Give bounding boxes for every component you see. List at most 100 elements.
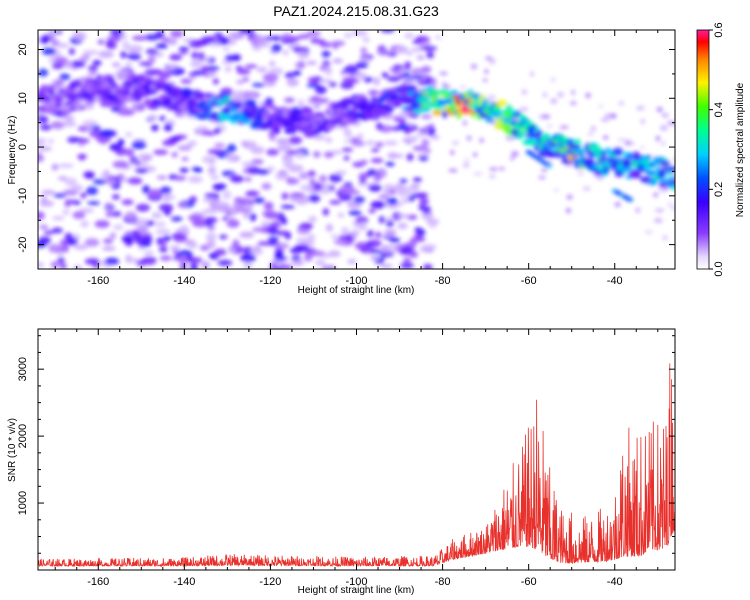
colorbar-ticks: 0.0 0.2 0.4 0.6 (709, 22, 725, 277)
spectrogram-cell (188, 214, 203, 222)
spectrogram-cell (50, 40, 60, 45)
spectrogram-cell (355, 61, 369, 69)
spectrogram-cell (121, 234, 134, 243)
spectrogram-cell (281, 192, 289, 200)
spectrogram-cell (275, 138, 290, 145)
spectrogram-cell (213, 127, 222, 134)
spectrogram-cell (324, 265, 332, 269)
spectrogram-cell (188, 39, 204, 49)
spectrogram-cell (39, 124, 52, 131)
spectrogram-cell (161, 37, 171, 42)
spectrogram-cell (59, 107, 72, 116)
spectrogram-cell (50, 120, 65, 130)
spectrogram-cell (627, 197, 634, 202)
spectrogram-cell (256, 66, 268, 73)
spectrogram-cell (605, 147, 611, 155)
spectrogram-cell (83, 171, 95, 179)
spectrogram-cell (277, 143, 292, 153)
spectrogram-cell (408, 239, 417, 248)
x-tick-label: -160 (87, 576, 109, 588)
spectrogram-cell (379, 263, 393, 269)
spectrogram-cell (84, 238, 100, 247)
spectrogram-cell (40, 196, 47, 203)
y-tick-label: 1000 (17, 491, 29, 515)
spectrogram-cell (38, 142, 44, 147)
x-tick-label: -120 (259, 275, 281, 287)
spectrogram-cell (268, 132, 276, 141)
spectrogram-cell (653, 217, 663, 224)
spectrogram-cell (202, 197, 217, 203)
spectrogram-cell (275, 230, 289, 236)
spectrogram-cell (366, 229, 374, 238)
spectrogram-cell (428, 220, 438, 228)
spectrogram-cell (404, 32, 415, 39)
spectrogram-cell (411, 185, 420, 193)
spectrogram-cell (485, 116, 495, 123)
colorbar-label: Normalized spectral amplitude (735, 82, 746, 217)
spectrogram-cell (178, 249, 193, 256)
y-tick-label: -10 (17, 188, 29, 204)
spectrogram-cell (250, 146, 265, 155)
spectrogram-cell (225, 152, 236, 161)
spectrogram-cell (360, 247, 368, 252)
spectrogram-cell (464, 157, 470, 164)
spectrogram-cell (38, 146, 53, 151)
x-tick-label: -160 (87, 275, 109, 287)
spectrogram-cell (658, 181, 667, 189)
spectrogram-cell (80, 192, 87, 199)
spectrogram-cell (147, 55, 156, 65)
spectrogram-cell (449, 89, 459, 97)
y-tick-label: 20 (17, 43, 29, 55)
spectrogram-cell (179, 167, 189, 173)
spectrogram-cell (306, 60, 317, 65)
spectrogram-cell (55, 102, 63, 109)
spectrogram-cell (155, 30, 165, 39)
spectrogram-cell (281, 39, 296, 44)
spectrogram-cell (541, 168, 548, 172)
spectrogram-cell (566, 194, 573, 200)
spectrogram-cell (309, 177, 316, 184)
spectrogram-cell (163, 123, 173, 132)
spectrogram-cell (212, 183, 227, 191)
spectrogram-cell (158, 203, 174, 213)
spectrogram-cell (62, 120, 77, 127)
spectrogram-cell (177, 144, 192, 152)
spectrogram-cell (351, 30, 368, 36)
spectrogram-cell (656, 106, 663, 113)
spectrogram-cell (80, 138, 90, 144)
spectrogram-cell (498, 166, 506, 171)
spectrogram-cell (546, 123, 553, 129)
spectrogram-cell (63, 115, 75, 121)
spectrogram-cell (359, 221, 367, 230)
spectrogram-cell (139, 241, 152, 248)
spectrogram-cell (582, 186, 591, 191)
spectrogram-cell (401, 198, 410, 203)
spectrogram-cell (451, 141, 460, 145)
spectrogram-cell (627, 142, 636, 146)
colorbar: 0.0 0.2 0.4 0.6 Normalized spectral amplitu… (696, 22, 746, 277)
spectrogram-cell (379, 170, 388, 177)
spectrogram-cell (75, 101, 81, 109)
spectrogram-cell (529, 72, 535, 76)
x-tick-label: -60 (521, 576, 537, 588)
spectrogram-cell (316, 97, 330, 104)
spectrogram-cell (640, 145, 645, 150)
snr-y-axis-label: SNR (10 * v/v) (7, 418, 18, 482)
colorbar-tick-label: 0.4 (713, 102, 725, 117)
spectrogram-cell (301, 106, 313, 114)
spectrogram-cell (262, 73, 279, 83)
spectrogram-cell (70, 60, 86, 68)
spectrogram-cell (380, 251, 395, 257)
spectrogram-cell (57, 176, 68, 181)
spectrogram-cell (71, 184, 84, 192)
spectrogram-cell (292, 108, 304, 115)
spectrogram-cell (41, 47, 57, 56)
x-tick-label: -60 (521, 275, 537, 287)
spectrogram-cell (604, 113, 611, 119)
spectrogram-cell (672, 157, 675, 162)
spectrogram-cell (505, 136, 515, 141)
spectrogram-cell (106, 178, 117, 186)
spectrogram-cell (519, 106, 529, 112)
